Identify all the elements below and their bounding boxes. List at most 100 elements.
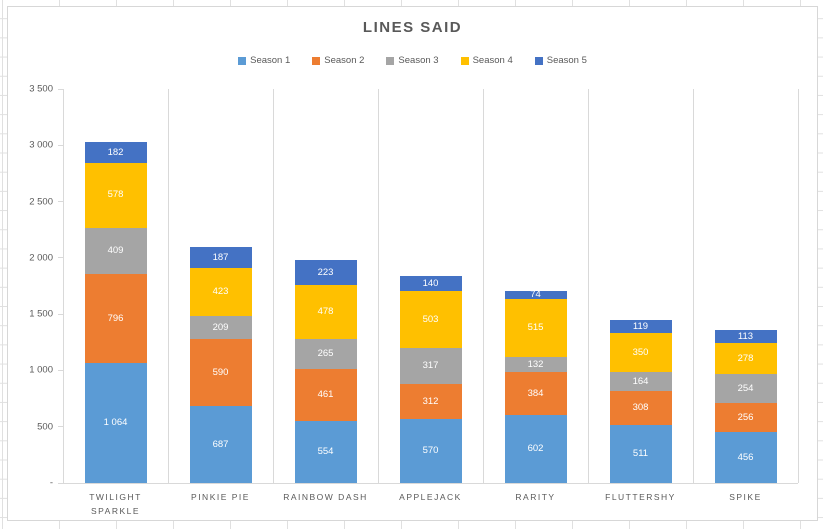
bar-segment: 478 <box>294 285 357 339</box>
x-axis-category-label: RARITY <box>515 492 556 502</box>
data-label: 478 <box>317 306 334 318</box>
y-axis-tick-label: 2 000 <box>29 252 53 264</box>
legend-marker-icon <box>238 56 247 65</box>
x-axis-category-label: RAINBOW DASH <box>283 492 368 502</box>
bar-segment: 461 <box>294 368 357 421</box>
data-label: 119 <box>632 320 649 332</box>
bar-pinkie-pie: 687 590 209 423 187 <box>189 247 252 483</box>
legend-item-season-4: Season 4 <box>460 55 513 66</box>
y-axis-tick-label: 1 500 <box>29 308 53 320</box>
vertical-gridline <box>378 89 379 483</box>
data-label: 570 <box>422 445 439 457</box>
bar-rarity: 602 384 132 515 74 <box>504 290 567 483</box>
data-label: 687 <box>212 438 229 450</box>
bar-segment: 113 <box>714 330 777 343</box>
bar-segment: 384 <box>504 372 567 416</box>
y-axis-tick-mark <box>58 201 63 203</box>
data-label: 461 <box>317 388 334 400</box>
bar-segment: 456 <box>714 431 777 483</box>
vertical-gridline <box>483 89 484 483</box>
legend-label: Season 3 <box>398 55 439 66</box>
y-axis-tick-mark <box>58 482 63 484</box>
y-axis-tick-mark <box>58 144 63 146</box>
data-label: 796 <box>107 312 124 324</box>
vertical-gridline <box>168 89 169 483</box>
x-axis-category-label: TWILIGHT SPARKLE <box>89 492 142 516</box>
bar-fluttershy: 511 308 164 350 119 <box>609 319 672 483</box>
data-label: 317 <box>422 360 439 372</box>
data-label: 187 <box>212 251 229 263</box>
data-label: 578 <box>107 189 124 201</box>
data-label: 113 <box>737 330 754 342</box>
y-axis-tick-mark <box>58 88 63 90</box>
legend-item-season-1: Season 1 <box>238 55 290 66</box>
x-axis-category-label: FLUTTERSHY <box>605 492 676 502</box>
y-axis-tick-mark <box>58 313 63 315</box>
data-label: 265 <box>317 348 334 360</box>
vertical-gridline <box>798 89 799 483</box>
data-label: 140 <box>422 277 439 289</box>
data-label: 515 <box>527 322 544 334</box>
data-label: 132 <box>527 358 544 370</box>
bar-segment: 515 <box>504 299 567 358</box>
bar-segment: 132 <box>504 357 567 373</box>
bar-segment: 140 <box>399 275 462 292</box>
legend-label: Season 5 <box>546 55 587 66</box>
y-axis-tick-mark <box>58 369 63 371</box>
bar-segment: 278 <box>714 343 777 375</box>
bar-segment: 209 <box>189 315 252 340</box>
legend-label: Season 2 <box>324 55 365 66</box>
data-label: 554 <box>317 446 334 458</box>
chart-legend: Season 1 Season 2 Season 3 Season 4 Season 5 <box>8 55 817 66</box>
bar-twilight-sparkle: 1 064 796 409 578 182 <box>84 142 147 483</box>
bar-segment: 687 <box>189 405 252 483</box>
data-label: 278 <box>737 352 754 364</box>
plot-area: - 500 1 000 1 500 2 000 2 500 3 000 3 500 1 064 7… <box>29 84 799 516</box>
legend-item-season-5: Season 5 <box>534 55 587 66</box>
bar-spike: 456 256 254 278 113 <box>714 330 777 483</box>
bar-segment: 256 <box>714 402 777 432</box>
bar-segment: 187 <box>189 247 252 269</box>
bar-segment: 308 <box>609 390 672 426</box>
x-axis-category-label: PINKIE PIE <box>191 492 250 502</box>
y-axis-tick-label: - <box>49 477 53 489</box>
data-label: 182 <box>107 146 124 158</box>
data-label: 384 <box>527 387 544 399</box>
vertical-gridline <box>63 89 64 483</box>
data-label: 312 <box>422 395 439 407</box>
data-label: 423 <box>212 286 229 298</box>
data-label: 590 <box>212 366 229 378</box>
y-axis-tick-label: 500 <box>37 421 53 433</box>
chart-title: LINES SAID <box>362 19 463 36</box>
bar-segment: 796 <box>84 273 147 364</box>
bar-segment: 1 064 <box>84 363 147 483</box>
bar-segment: 503 <box>399 291 462 349</box>
legend-marker-icon <box>386 56 395 65</box>
vertical-gridline <box>588 89 589 483</box>
bar-rainbow-dash: 554 461 265 478 223 <box>294 260 357 483</box>
bar-segment: 554 <box>294 420 357 483</box>
bar-segment: 350 <box>609 332 672 373</box>
bar-segment: 182 <box>84 142 147 163</box>
bar-segment: 265 <box>294 338 357 369</box>
data-label: 350 <box>632 346 649 358</box>
legend-label: Season 4 <box>472 55 513 66</box>
vertical-gridline <box>693 89 694 483</box>
data-label: 223 <box>317 266 334 278</box>
x-axis-category-label: SPIKE <box>729 492 762 502</box>
legend-marker-icon <box>534 56 543 65</box>
data-label: 511 <box>632 448 649 460</box>
chart-object[interactable]: LINES SAID Season 1 Season 2 Season 3 Seaso… <box>7 6 818 521</box>
data-label: 409 <box>107 244 124 256</box>
data-label: 602 <box>527 443 544 455</box>
legend-item-season-3: Season 3 <box>386 55 439 66</box>
legend-marker-icon <box>312 56 321 65</box>
bar-segment: 409 <box>84 227 147 274</box>
bar-segment: 578 <box>84 162 147 228</box>
data-label: 256 <box>737 411 754 423</box>
data-label: 503 <box>422 314 439 325</box>
bar-segment: 254 <box>714 374 777 403</box>
bar-segment: 317 <box>399 348 462 384</box>
y-axis-tick-label: 2 500 <box>29 196 53 208</box>
bar-segment: 119 <box>609 319 672 333</box>
